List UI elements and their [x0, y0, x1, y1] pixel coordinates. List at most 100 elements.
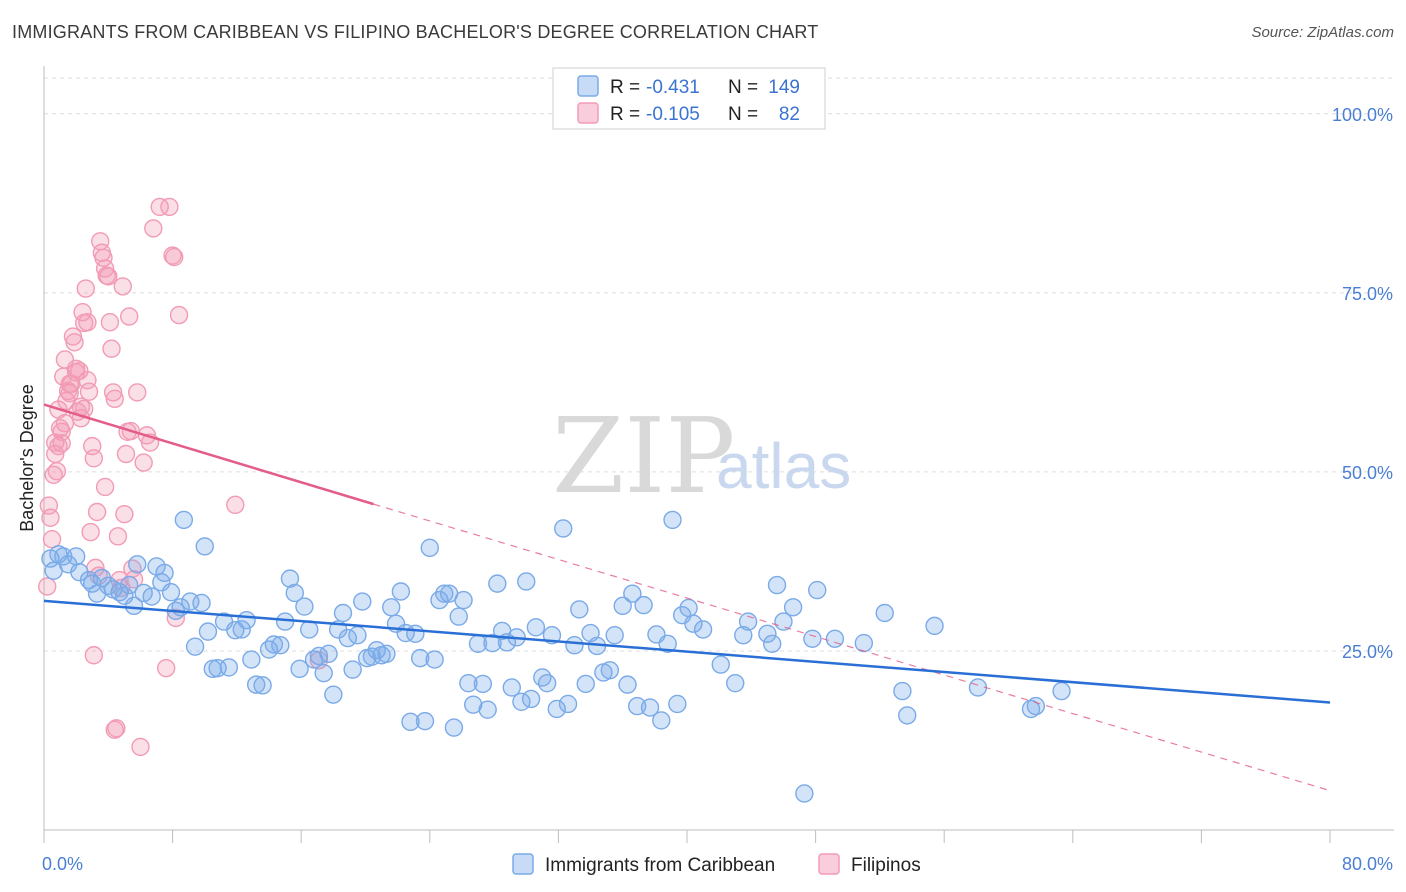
series-caribbean-points — [41, 510, 1071, 803]
caribbean-point-101 — [547, 699, 566, 719]
caribbean-point-28 — [185, 637, 205, 656]
filipinos-point-67 — [169, 305, 189, 325]
x-tick-label-max: 80.0% — [1342, 854, 1393, 874]
filipinos-point-2 — [41, 508, 60, 527]
caribbean-point-59 — [343, 660, 362, 679]
filipinos-point-29 — [84, 449, 104, 468]
caribbean-point-106 — [576, 674, 595, 694]
y-tick-label-50: 50.0% — [1342, 463, 1393, 483]
caribbean-point-83 — [459, 673, 478, 693]
caribbean-point-38 — [237, 610, 256, 630]
caribbean-point-122 — [668, 694, 687, 714]
filipinos-point-17 — [65, 333, 84, 352]
caribbean-point-140 — [875, 603, 894, 623]
caribbean-point-132 — [762, 634, 782, 653]
caribbean-point-127 — [711, 655, 730, 674]
filipinos-point-27 — [81, 522, 100, 542]
caribbean-point-143 — [925, 616, 944, 636]
caribbean-point-54 — [319, 644, 338, 664]
caribbean-point-129 — [734, 625, 753, 645]
caribbean-point-73 — [410, 648, 430, 668]
caribbean-point-105 — [570, 600, 589, 619]
caribbean-point-80 — [444, 718, 464, 737]
caribbean-point-125 — [684, 614, 703, 633]
caribbean-point-142 — [898, 706, 917, 725]
legend: Immigrants from Caribbean Filipinos — [512, 853, 921, 876]
caribbean-point-99 — [537, 673, 557, 693]
caribbean-point-120 — [658, 634, 677, 653]
caribbean-point-31 — [198, 622, 218, 641]
caribbean-point-138 — [825, 629, 845, 648]
caribbean-point-23 — [161, 583, 181, 602]
caribbean-point-57 — [333, 603, 353, 623]
filipinos-point-68 — [226, 495, 245, 515]
caribbean-point-141 — [893, 681, 912, 701]
filipinos-point-74 — [84, 646, 104, 665]
filipinos-point-80 — [78, 371, 97, 390]
caribbean-point-47 — [285, 583, 304, 603]
caribbean-point-121 — [663, 510, 682, 530]
caribbean-point-136 — [803, 629, 822, 648]
caribbean-point-30 — [195, 537, 214, 556]
filipinos-point-72 — [66, 359, 86, 378]
filipinos-point-66 — [166, 608, 186, 628]
caribbean-point-75 — [420, 538, 439, 558]
caribbean-point-81 — [449, 607, 468, 626]
caribbean-point-44 — [271, 636, 290, 655]
filipinos-point-62 — [156, 658, 176, 678]
caribbean-point-41 — [253, 676, 272, 695]
caribbean-point-92 — [502, 678, 521, 697]
filipinos-point-38 — [99, 267, 118, 286]
stats-r-value-filipinos: -0.105 — [646, 104, 700, 125]
filipinos-point-61 — [150, 197, 169, 217]
caribbean-point-15 — [119, 575, 139, 595]
caribbean-point-29 — [192, 593, 211, 613]
stats-n-label-caribbean: N = — [728, 77, 758, 98]
filipinos-point-65 — [165, 247, 184, 267]
filipinos-point-51 — [119, 307, 139, 326]
chart-title: IMMIGRANTS FROM CARIBBEAN VS FILIPINO BA… — [12, 22, 819, 42]
axes — [43, 66, 1394, 843]
caribbean-point-5 — [66, 547, 86, 566]
filipinos-point-48 — [115, 504, 134, 524]
filipinos-point-6 — [47, 461, 67, 481]
caribbean-point-134 — [774, 612, 793, 631]
caribbean-point-49 — [295, 597, 314, 616]
x-tick-labels: 0.0% 80.0% — [42, 854, 1393, 874]
caribbean-point-110 — [600, 661, 620, 680]
caribbean-point-74 — [415, 711, 435, 731]
caribbean-point-67 — [382, 598, 401, 617]
filipinos-point-43 — [107, 719, 126, 738]
caribbean-point-133 — [767, 575, 787, 595]
filipinos-point-60 — [144, 219, 163, 238]
filipinos-point-25 — [78, 313, 97, 332]
caribbean-point-43 — [264, 635, 284, 654]
caribbean-point-19 — [142, 587, 161, 606]
trend-lines — [43, 403, 1331, 792]
y-tick-label-25: 25.0% — [1342, 642, 1393, 662]
caribbean-point-61 — [353, 592, 372, 611]
caribbean-point-139 — [854, 633, 874, 653]
caribbean-point-96 — [521, 689, 541, 709]
legend-label-filipinos: Filipinos — [851, 855, 921, 876]
caribbean-point-46 — [280, 569, 300, 588]
caribbean-point-124 — [679, 598, 698, 618]
caribbean-point-55 — [324, 685, 343, 704]
trend-line-filipinos-extension — [373, 503, 1331, 792]
legend-swatch-caribbean — [512, 853, 534, 875]
caribbean-point-71 — [401, 712, 420, 732]
caribbean-point-97 — [526, 618, 546, 637]
trend-line-caribbean — [43, 599, 1331, 704]
caribbean-point-119 — [652, 711, 671, 730]
filipinos-point-47 — [113, 277, 132, 296]
stats-swatch-filipinos — [577, 102, 599, 124]
stats-r-value-caribbean: -0.431 — [646, 77, 700, 98]
caribbean-point-95 — [517, 572, 536, 591]
filipinos-point-49 — [116, 444, 136, 464]
caribbean-point-137 — [808, 580, 827, 600]
caribbean-point-72 — [406, 624, 425, 643]
trend-line-filipinos — [43, 403, 374, 506]
filipinos-point-81 — [105, 389, 124, 409]
caribbean-point-102 — [554, 519, 573, 538]
